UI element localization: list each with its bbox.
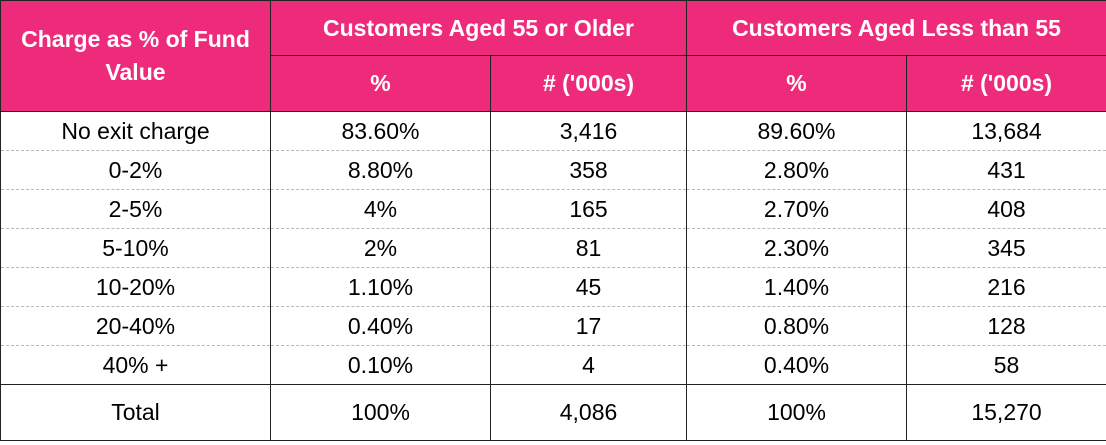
table-row: 2-5% 4% 165 2.70% 408 xyxy=(0,189,1106,229)
subheader-count: # ('000s) xyxy=(906,55,1106,112)
row-label: 10-20% xyxy=(0,267,271,307)
total-row: Total 100% 4,086 100% 15,270 xyxy=(0,384,1106,441)
row-label: 0-2% xyxy=(0,150,271,190)
row-label: 40% + xyxy=(0,345,271,385)
table-cell: 58 xyxy=(906,345,1106,385)
subheader-percent: % xyxy=(270,55,491,112)
total-cell: 100% xyxy=(686,384,908,441)
table-cell: 345 xyxy=(906,228,1106,268)
total-label: Total xyxy=(0,384,271,441)
table-row: 40% +0.10% 4 0.40% 58 xyxy=(0,345,1106,385)
total-cell: 100% xyxy=(270,384,491,441)
table-row: 5-10% 2% 81 2.30% 345 xyxy=(0,228,1106,268)
table-cell: 0.10% xyxy=(270,345,491,385)
row-label: No exit charge xyxy=(0,111,271,151)
table-cell: 17 xyxy=(489,306,688,346)
table-cell: 358 xyxy=(489,150,688,190)
table-cell: 89.60% xyxy=(686,111,908,151)
table-cell: 216 xyxy=(906,267,1106,307)
subheader-count: # ('000s) xyxy=(489,55,688,112)
corner-header: Charge as % of Fund Value xyxy=(0,0,271,112)
table-cell: 128 xyxy=(906,306,1106,346)
row-label: 5-10% xyxy=(0,228,271,268)
table-cell: 83.60% xyxy=(270,111,491,151)
header-row-subheaders: % # ('000s) % # ('000s) xyxy=(1,55,1106,112)
table-cell: 408 xyxy=(906,189,1106,229)
table-cell: 4 xyxy=(489,345,688,385)
table-header: Charge as % of Fund Value Customers Aged… xyxy=(0,0,1106,112)
table-row: 10-20% 1.10% 45 1.40% 216 xyxy=(0,267,1106,307)
header-row-groups: Charge as % of Fund Value Customers Aged… xyxy=(0,0,1106,112)
table-cell: 81 xyxy=(489,228,688,268)
table-body: No exit charge 83.60% 3,416 89.60% 13,684 0-2… xyxy=(0,111,1106,385)
table-footer: Total 100% 4,086 100% 15,270 xyxy=(0,384,1106,441)
table-cell: 1.40% xyxy=(686,267,908,307)
row-label: 20-40% xyxy=(0,306,271,346)
group-header-under-55: Customers Aged Less than 55 xyxy=(686,0,1106,56)
total-cell: 15,270 xyxy=(906,384,1106,441)
table-cell: 0.80% xyxy=(686,306,908,346)
table-cell: 4% xyxy=(270,189,491,229)
table-cell: 2% xyxy=(270,228,491,268)
table-cell: 2.80% xyxy=(686,150,908,190)
table-row: No exit charge 83.60% 3,416 89.60% 13,684 xyxy=(0,111,1106,151)
table-cell: 45 xyxy=(489,267,688,307)
total-cell: 4,086 xyxy=(489,384,688,441)
table-cell: 1.10% xyxy=(270,267,491,307)
table-cell: 2.30% xyxy=(686,228,908,268)
group-header-55-plus: Customers Aged 55 or Older xyxy=(269,0,688,56)
table-cell: 0.40% xyxy=(270,306,491,346)
table-cell: 8.80% xyxy=(270,150,491,190)
table-cell: 431 xyxy=(906,150,1106,190)
table-cell: 0.40% xyxy=(686,345,908,385)
table-row: 0-2% 8.80% 358 2.80% 431 xyxy=(0,150,1106,190)
table-row: 20-40% 0.40% 17 0.80% 128 xyxy=(0,306,1106,346)
table-cell: 13,684 xyxy=(906,111,1106,151)
table-cell: 3,416 xyxy=(489,111,688,151)
table-cell: 165 xyxy=(489,189,688,229)
row-label: 2-5% xyxy=(0,189,271,229)
subheader-percent: % xyxy=(686,55,908,112)
table-cell: 2.70% xyxy=(686,189,908,229)
